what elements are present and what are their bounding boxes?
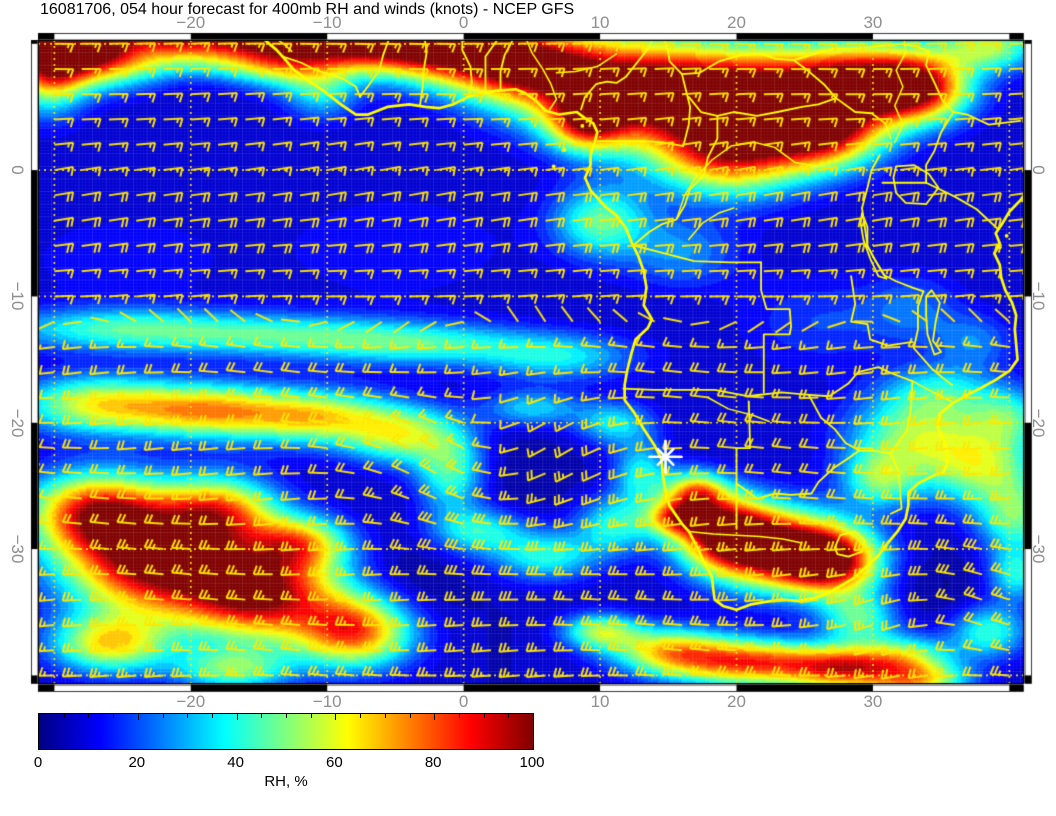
tick-label: 0 — [458, 692, 469, 711]
colorbar-tick — [508, 714, 510, 718]
colorbar-tick-label: 100 — [519, 754, 545, 771]
tick-label: 20 — [727, 692, 746, 711]
colorbar-tick — [310, 714, 312, 718]
colorbar-tick — [360, 714, 362, 718]
colorbar-tick-label: 40 — [227, 754, 244, 771]
tick-label: −20 — [176, 692, 206, 711]
colorbar-tick — [236, 714, 238, 720]
tick-label: 0 — [8, 165, 27, 175]
colorbar-tick — [483, 714, 485, 718]
colorbar-tick-label: 20 — [128, 754, 146, 771]
tick-label: 10 — [590, 692, 610, 711]
tick-label: −10 — [1029, 282, 1048, 311]
colorbar-tick — [113, 714, 115, 718]
colorbar-tick — [384, 714, 386, 718]
colorbar-tick — [261, 714, 263, 718]
tick-label: −10 — [8, 282, 27, 311]
colorbar-tick-label: 60 — [326, 754, 343, 771]
tick-label: 0 — [458, 13, 469, 32]
colorbar-tick-label: 80 — [424, 754, 442, 771]
tick-label: −10 — [312, 13, 342, 32]
colorbar-tick — [335, 714, 337, 720]
colorbar-tick — [286, 714, 287, 718]
colorbar-tick — [458, 714, 460, 718]
tick-label: −20 — [176, 13, 206, 32]
colorbar-tick — [211, 714, 213, 718]
tick-label: −30 — [1029, 534, 1048, 564]
colorbar-tick — [187, 714, 189, 718]
colorbar-tick — [88, 714, 90, 718]
colorbar-tick-label: 0 — [33, 754, 43, 771]
tick-label: 10 — [590, 13, 610, 32]
colorbar-tick — [137, 714, 139, 720]
rh-colorbar — [38, 713, 534, 750]
tick-label: −10 — [312, 692, 342, 711]
tick-label: −20 — [8, 408, 27, 438]
colorbar-tick — [162, 714, 164, 718]
colorbar-tick — [63, 714, 65, 718]
tick-label: 0 — [1029, 165, 1048, 175]
tick-label: −20 — [1029, 408, 1048, 438]
colorbar-tick — [409, 714, 411, 718]
tick-label: 30 — [863, 692, 883, 711]
colorbar-title: RH, % — [264, 773, 308, 790]
tick-label: 30 — [863, 13, 883, 32]
page-title: 16081706, 054 hour forecast for 400mb RH… — [40, 1, 575, 18]
tick-label: 20 — [727, 13, 746, 32]
tick-label: −30 — [8, 534, 27, 564]
colorbar-tick — [39, 714, 40, 720]
colorbar-tick — [533, 714, 534, 720]
colorbar-tick — [434, 714, 436, 720]
